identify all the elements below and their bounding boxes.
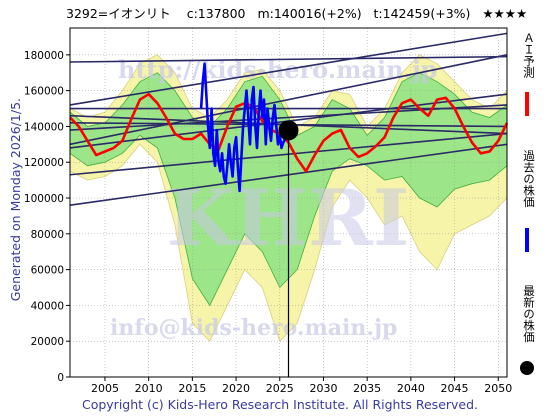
latest-price-marker xyxy=(278,120,299,141)
x-tick-label: 2025 xyxy=(266,382,294,395)
mid-forecast: m:140016(+2%) xyxy=(257,6,362,21)
x-tick-label: 2005 xyxy=(91,382,119,395)
trend-line xyxy=(69,55,508,63)
x-tick-label: 2045 xyxy=(441,382,469,395)
target-forecast: t:142459(+3%) xyxy=(373,6,471,21)
stock-code-name: 3292=イオンリト xyxy=(66,6,171,21)
series-past-price xyxy=(199,62,290,193)
y-tick-label: 20000 xyxy=(31,336,64,348)
trend-line xyxy=(69,104,508,131)
trend-line xyxy=(69,32,508,106)
copyright-notice: Copyright (c) Kids-Hero Research Institu… xyxy=(81,397,479,412)
x-tick-label: 2010 xyxy=(135,382,163,395)
x-tick-label: 2040 xyxy=(397,382,425,395)
x-tick-label: 2035 xyxy=(353,382,381,395)
chart-header: 3292=イオンリト c:137800 m:140016(+2%) t:1424… xyxy=(66,3,527,22)
legend-past-price-label: 過去の株価 xyxy=(522,150,536,208)
x-tick-label: 2020 xyxy=(222,382,250,395)
y-tick-label: 0 xyxy=(57,372,64,384)
y-tick-label: 120000 xyxy=(24,157,64,169)
y-tick-label: 80000 xyxy=(31,229,64,241)
trend-line xyxy=(69,54,508,146)
x-tick-label: 2015 xyxy=(178,382,206,395)
current-price: c:137800 xyxy=(186,6,246,21)
watermark-email: info@kids-hero.main.jp xyxy=(110,315,397,341)
legend-latest-price-swatch xyxy=(520,361,534,375)
y-tick-label: 60000 xyxy=(31,265,64,277)
legend-latest-price-label: 最新の株価 xyxy=(522,285,536,343)
x-tick-label: 2050 xyxy=(484,382,512,395)
y-tick-label: 100000 xyxy=(24,193,64,205)
y-tick-label: 160000 xyxy=(24,86,64,98)
y-tick-label: 40000 xyxy=(31,300,64,312)
rating-stars: ★★★★ xyxy=(482,6,528,21)
legend-ai-forecast-label: ＡＩ予測 xyxy=(522,32,536,78)
y-tick-label: 140000 xyxy=(24,121,64,133)
plot-frame xyxy=(69,27,508,378)
y-tick-label: 180000 xyxy=(24,50,64,62)
x-tick-label: 2030 xyxy=(309,382,337,395)
